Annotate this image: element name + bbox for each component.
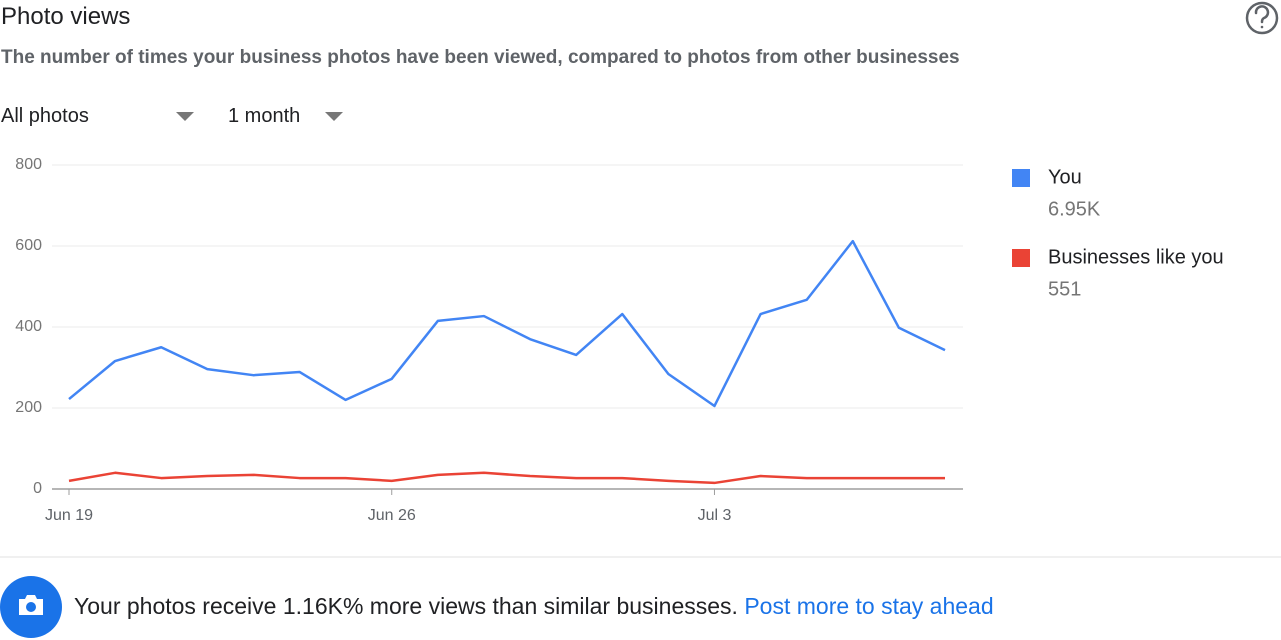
x-tick-label: Jun 19 (45, 507, 93, 524)
series-line (68, 471, 945, 485)
y-tick-label: 400 (15, 318, 42, 335)
filter-period[interactable]: 1 month (228, 105, 301, 127)
footer-message: Your photos receive 1.16K% more views th… (74, 593, 738, 619)
help-icon[interactable] (1245, 1, 1279, 35)
footer-link[interactable]: Post more to stay ahead (744, 593, 994, 619)
title: Photo views (1, 3, 131, 30)
legend-label: You (1048, 166, 1082, 188)
footer: Your photos receive 1.16K% more views th… (74, 593, 994, 620)
y-tick-label: 800 (15, 156, 42, 173)
series-line (68, 239, 946, 408)
legend-total: 551 (1048, 278, 1081, 300)
x-tick-label: Jun 26 (368, 507, 416, 524)
filter-photos[interactable]: All photos (1, 105, 89, 127)
legend-total: 6.95K (1048, 198, 1101, 220)
subtitle: The number of times your business photos… (1, 47, 960, 68)
dropdown-arrow[interactable] (176, 112, 194, 121)
legend-label: Businesses like you (1048, 246, 1224, 268)
legend-swatch (1012, 169, 1030, 187)
camera-lens (26, 602, 36, 612)
y-tick-label: 600 (15, 237, 42, 254)
x-tick-label: Jul 3 (698, 507, 732, 524)
dropdown-arrow[interactable] (325, 112, 343, 121)
y-tick-label: 0 (33, 480, 42, 497)
y-tick-label: 200 (15, 399, 42, 416)
legend-swatch (1012, 249, 1030, 267)
